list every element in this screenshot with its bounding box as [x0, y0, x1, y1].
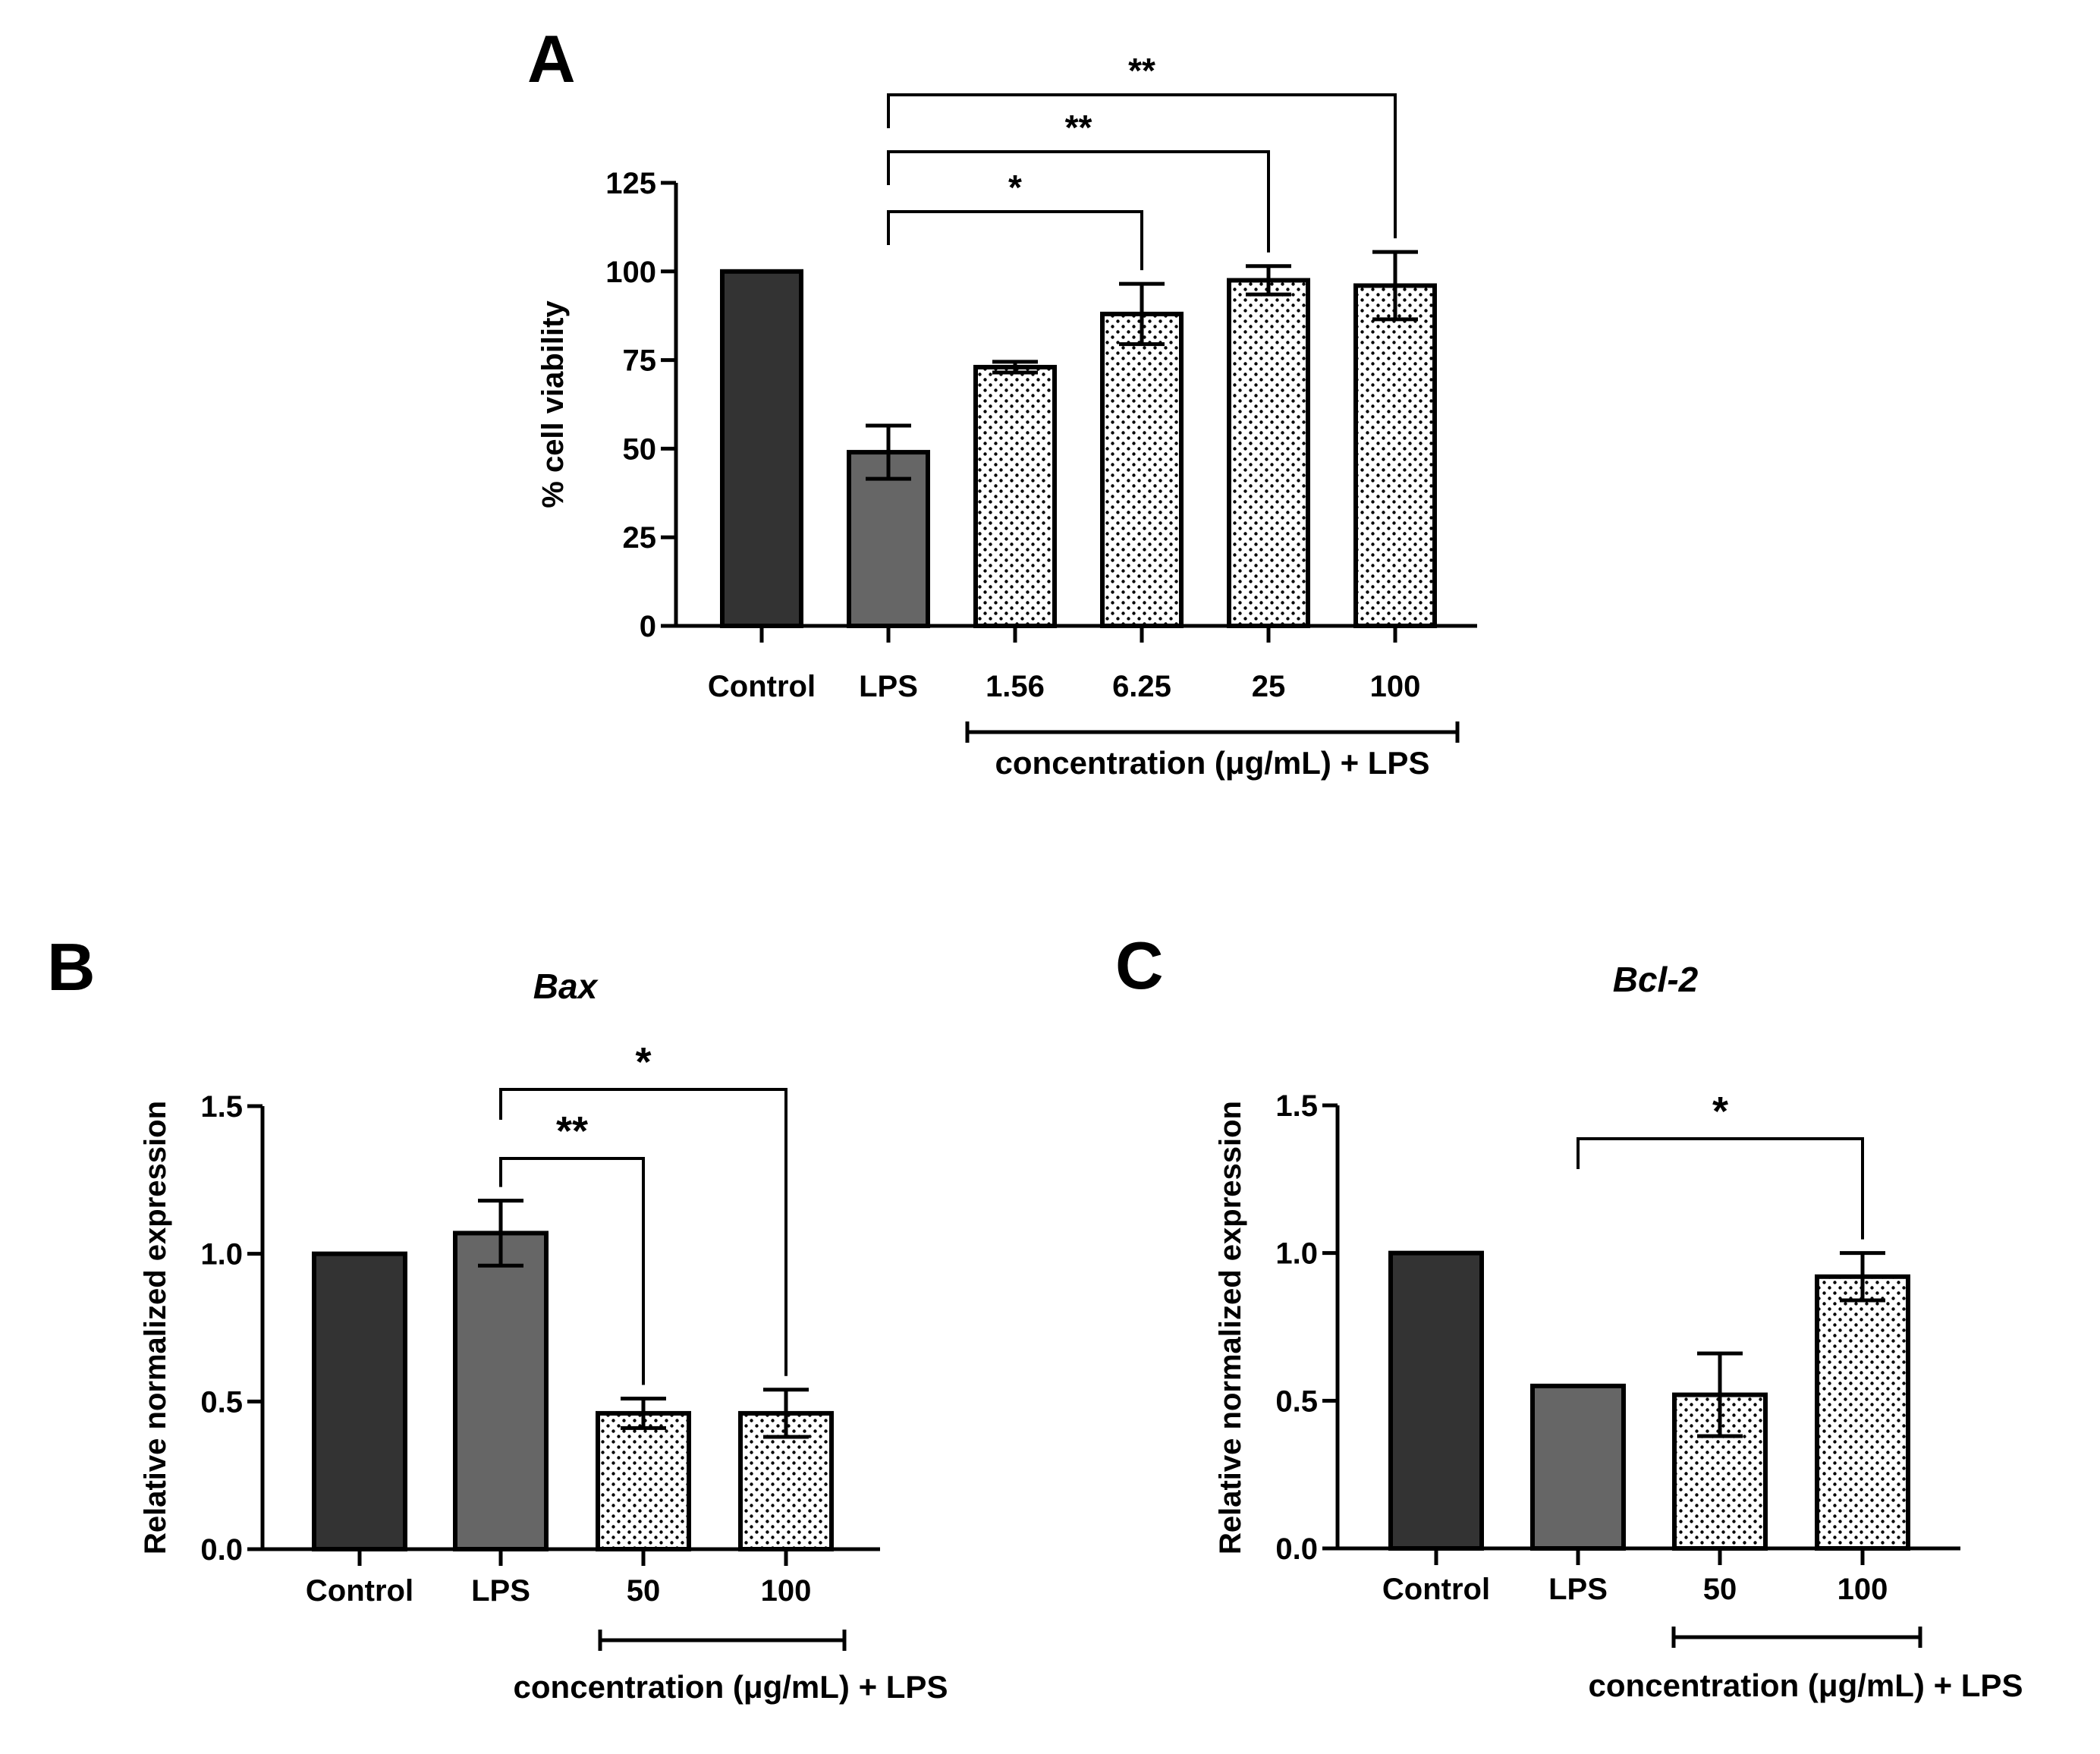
significance-bracket — [499, 1157, 645, 1385]
y-tick-label: 1.5 — [1275, 1089, 1318, 1123]
x-category-label: 100 — [761, 1574, 812, 1608]
significance-bracket — [499, 1088, 788, 1376]
bar — [1100, 311, 1184, 628]
significance-label: * — [635, 1039, 651, 1085]
y-tick-label: 1.0 — [1275, 1237, 1318, 1271]
significance-bracket — [887, 150, 1270, 253]
x-category-label: 50 — [627, 1574, 661, 1608]
x-category-label: Control — [306, 1574, 413, 1608]
significance-label: * — [1712, 1089, 1728, 1134]
chart-panel-b: B Bax 0.0 0.5 1.0 1.5 Relative normalized expr… — [47, 929, 948, 1705]
y-tick-label: 1.0 — [200, 1238, 243, 1271]
y-tick-label: 0.5 — [1275, 1385, 1318, 1418]
bar — [1353, 283, 1437, 628]
chart-panel-c: C Bcl-2 0.0 0.5 1.0 1.5 Relative normalized ex… — [1115, 928, 2023, 1703]
y-axis-label: Relative normalized expression — [1214, 1101, 1247, 1554]
significance-label: ** — [1065, 108, 1092, 147]
significance-bracket — [887, 210, 1143, 271]
bar — [1388, 1250, 1484, 1551]
bar — [1227, 278, 1310, 628]
x-axis-label: concentration (μg/mL) + LPS — [514, 1669, 948, 1705]
significance-bracket — [1577, 1137, 1864, 1240]
y-tick-label: 0.5 — [200, 1385, 243, 1419]
y-tick-label: 25 — [623, 521, 657, 555]
chart-panel-a: A 0 25 50 75 100 125 % cell viability Control LPS… — [527, 21, 1477, 781]
bar — [1815, 1274, 1910, 1551]
y-tick-label: 0.0 — [1275, 1532, 1318, 1566]
chart-title: Bcl-2 — [1613, 960, 1699, 999]
bar — [720, 269, 803, 628]
x-category-label: 50 — [1703, 1573, 1737, 1606]
x-axis-label: concentration (μg/mL) + LPS — [1589, 1668, 2023, 1703]
significance-bracket — [887, 93, 1397, 239]
bar — [1530, 1383, 1626, 1551]
y-axis-label: % cell viability — [536, 300, 570, 508]
x-category-label: 1.56 — [986, 670, 1045, 703]
panel-label: C — [1115, 928, 1164, 1003]
significance-label: * — [1008, 168, 1022, 207]
x-category-label: LPS — [471, 1574, 530, 1608]
y-tick-label: 50 — [623, 432, 657, 466]
significance-label: ** — [556, 1108, 588, 1154]
y-tick-label: 0 — [640, 610, 656, 643]
x-category-label: 6.25 — [1112, 670, 1171, 703]
x-category-label: Control — [708, 670, 816, 703]
bar — [596, 1410, 691, 1551]
y-tick-label: 0.0 — [200, 1533, 243, 1567]
x-category-label: 25 — [1252, 670, 1286, 703]
bar — [453, 1231, 549, 1551]
x-category-label: LPS — [1548, 1573, 1608, 1606]
panel-label: A — [527, 21, 576, 96]
y-tick-label: 100 — [605, 256, 656, 289]
x-axis-label: concentration (μg/mL) + LPS — [995, 745, 1430, 781]
y-tick-label: 75 — [623, 344, 657, 378]
y-axis-label: Relative normalized expression — [139, 1101, 172, 1554]
chart-title: Bax — [533, 967, 599, 1006]
significance-label: ** — [1128, 51, 1155, 90]
x-category-label: 100 — [1370, 670, 1421, 703]
y-tick-label: 125 — [605, 167, 656, 200]
x-category-label: Control — [1382, 1573, 1490, 1606]
y-tick-label: 1.5 — [200, 1090, 243, 1124]
panel-label: B — [47, 929, 96, 1004]
x-category-label: LPS — [859, 670, 918, 703]
x-category-label: 100 — [1838, 1573, 1888, 1606]
bar — [312, 1251, 407, 1551]
bar — [973, 364, 1057, 628]
